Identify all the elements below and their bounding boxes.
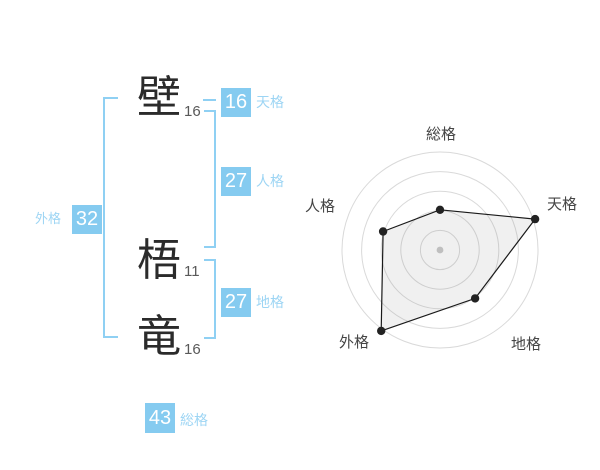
radar-grid-ring (380, 190, 500, 310)
radar-axis-label: 地格 (511, 336, 541, 353)
jinkaku-bracket (204, 110, 216, 248)
name-character-1: 壁 (137, 73, 181, 122)
radar-axis-label: 人格 (305, 198, 335, 215)
jinkaku-badge: 27 (221, 167, 251, 196)
tenkaku-badge: 16 (221, 88, 251, 117)
radar-axis-label: 外格 (339, 334, 369, 351)
tenkaku-label: 天格 (256, 94, 284, 110)
radar-data-point (377, 326, 386, 336)
gaikaku-badge: 32 (72, 205, 102, 234)
radar-data-point (470, 294, 480, 303)
chikaku-bracket (204, 259, 216, 339)
name-character-3: 竜 (137, 312, 181, 361)
radar-data-point (530, 214, 540, 224)
radar-grid-ring (361, 171, 519, 329)
radar-data-polygon (380, 209, 537, 332)
radar-axis-label: 天格 (547, 196, 577, 213)
stroke-count-2: 11 (184, 263, 200, 280)
soukaku-badge: 43 (145, 403, 175, 433)
gaikaku-label: 外格 (35, 211, 62, 226)
stroke-count-1: 16 (184, 103, 201, 120)
gaikaku-bracket (103, 97, 118, 338)
tenkaku-tick (203, 99, 216, 101)
radar-data-point (435, 205, 445, 214)
chikaku-label: 地格 (256, 294, 284, 310)
soukaku-label: 総格 (180, 412, 208, 428)
chikaku-badge: 27 (221, 288, 251, 317)
radar-data-point (378, 227, 388, 236)
stroke-count-3: 16 (184, 341, 201, 358)
radar-grid-ring (341, 151, 539, 349)
name-character-2: 梧 (137, 236, 181, 285)
radar-center-dot (436, 246, 444, 254)
radar-axis-label: 総格 (426, 126, 456, 143)
jinkaku-label: 人格 (256, 173, 284, 189)
radar-grid-ring (419, 229, 461, 271)
